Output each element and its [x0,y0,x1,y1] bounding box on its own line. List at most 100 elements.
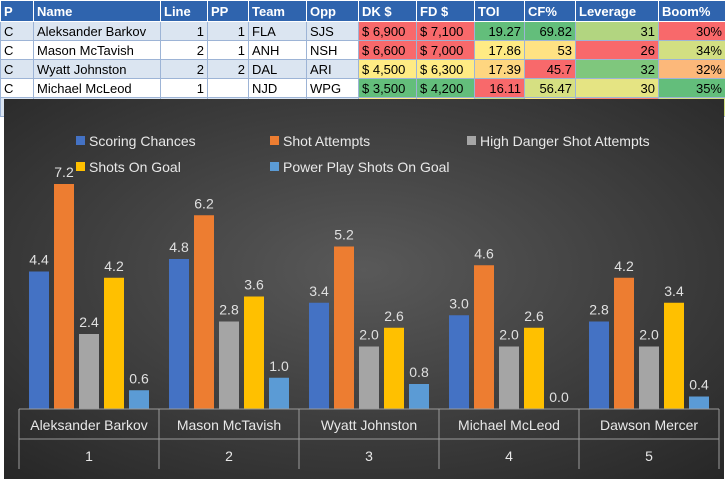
column-header[interactable]: TOI [474,0,525,22]
bar [194,215,214,409]
legend-label: Shot Attempts [283,133,370,149]
data-label: 3.4 [309,283,329,299]
table-row[interactable]: C Wyatt Johnston 2 2 DAL ARI $ 4,500 $ 6,300 17.… [0,59,725,79]
column-header[interactable]: CF% [524,0,576,22]
cell-team: NJD [248,78,307,98]
category-label: Wyatt Johnston [321,417,417,433]
cell-name: Wyatt Johnston [33,59,161,79]
table-row[interactable]: C Mason McTavish 2 1 ANH NSH $ 6,600 $ 7,000 17.… [0,40,725,60]
cell-pp: 1 [207,40,249,60]
data-label: 3.6 [244,277,264,293]
cell-pp [207,78,249,98]
bar [499,346,519,409]
bar [54,184,74,409]
bar [269,377,289,409]
bar [129,390,149,409]
cell-leverage: 26 [575,40,659,60]
cell-p: C [0,40,34,60]
bar [104,277,124,409]
cell-name: Michael McLeod [33,78,161,98]
cell-p: C [0,59,34,79]
cell-leverage: 32 [575,59,659,79]
table-row[interactable]: C Aleksander Barkov 1 1 FLA SJS $ 6,900 $ 7,100… [0,21,725,41]
cell-p: C [0,21,34,41]
chart-category-axis: Aleksander Barkov 1 Mason McTavish 2 Wyatt J… [18,408,720,469]
column-header[interactable]: Leverage [575,0,659,22]
chart-bars [29,184,709,409]
cell-cf: 53 [524,40,576,60]
cell-toi: 17.39 [474,59,525,79]
cell-team: FLA [248,21,307,41]
data-label: 2.6 [524,308,544,324]
data-label: 2.4 [79,314,99,330]
cell-cf: 45.7 [524,59,576,79]
category-number: 3 [365,448,373,464]
bar [664,302,684,409]
column-header[interactable]: P [0,0,34,22]
chart-legend: Scoring Chances Shot Attempts High Danger … [76,133,650,175]
cell-pp: 1 [207,21,249,41]
category-number: 1 [85,448,93,464]
cell-dk: $ 6,900 [358,21,417,41]
column-header[interactable]: PP [207,0,249,22]
data-label: 0.4 [689,377,709,393]
bar [29,271,49,409]
data-label: 2.0 [499,327,519,343]
bar [689,396,709,409]
column-header[interactable]: Line [160,0,208,22]
data-label: 2.6 [384,308,404,324]
data-label: 3.0 [449,295,469,311]
data-label: 4.6 [474,245,494,261]
data-label: 1.0 [269,358,289,374]
column-header[interactable]: FD $ [416,0,475,22]
cell-line: 2 [160,40,208,60]
data-label: 0.0 [549,389,569,405]
table-header-row: P Name Line PP Team Opp DK $ FD $ TOI CF% Leverage… [0,0,725,22]
category-label: Aleksander Barkov [30,417,148,433]
cell-fd: $ 7,100 [416,21,475,41]
cell-opp: SJS [306,21,359,41]
bar [309,302,329,409]
cell-leverage: 31 [575,21,659,41]
bar [384,327,404,409]
legend-label: Scoring Chances [89,133,196,149]
data-label: 5.2 [334,227,354,243]
column-header[interactable]: Opp [306,0,359,22]
table-row[interactable]: C Michael McLeod 1 NJD WPG $ 3,500 $ 4,200 16.1… [0,78,725,98]
data-label: 3.4 [664,283,684,299]
cell-p: C [0,78,34,98]
cell-cf: 56.47 [524,78,576,98]
column-header[interactable]: DK $ [358,0,417,22]
bar [449,315,469,409]
data-label: 7.2 [54,164,74,180]
cell-cf: 69.82 [524,21,576,41]
cell-line: 1 [160,78,208,98]
data-label: 4.4 [29,252,49,268]
category-label: Michael McLeod [458,417,560,433]
category-label: Mason McTavish [177,417,281,433]
cell-toi: 16.11 [474,78,525,98]
cell-boom: 32% [658,59,725,79]
column-header[interactable]: Name [33,0,161,22]
column-header[interactable]: Boom% [658,0,725,22]
bar [79,334,99,409]
cell-opp: WPG [306,78,359,98]
bar-chart: Scoring Chances Shot Attempts High Danger … [4,99,724,479]
cell-opp: ARI [306,59,359,79]
cell-team: DAL [248,59,307,79]
legend-label: Shots On Goal [89,159,181,175]
cell-boom: 35% [658,78,725,98]
cell-fd: $ 6,300 [416,59,475,79]
bar [244,296,264,409]
bar [524,327,544,409]
cell-toi: 19.27 [474,21,525,41]
cell-team: ANH [248,40,307,60]
data-label: 2.8 [219,302,239,318]
cell-opp: NSH [306,40,359,60]
column-header[interactable]: Team [248,0,307,22]
bar [474,265,494,409]
data-label: 2.8 [589,302,609,318]
category-label: Dawson Mercer [600,417,698,433]
bar [334,246,354,409]
cell-name: Mason McTavish [33,40,161,60]
